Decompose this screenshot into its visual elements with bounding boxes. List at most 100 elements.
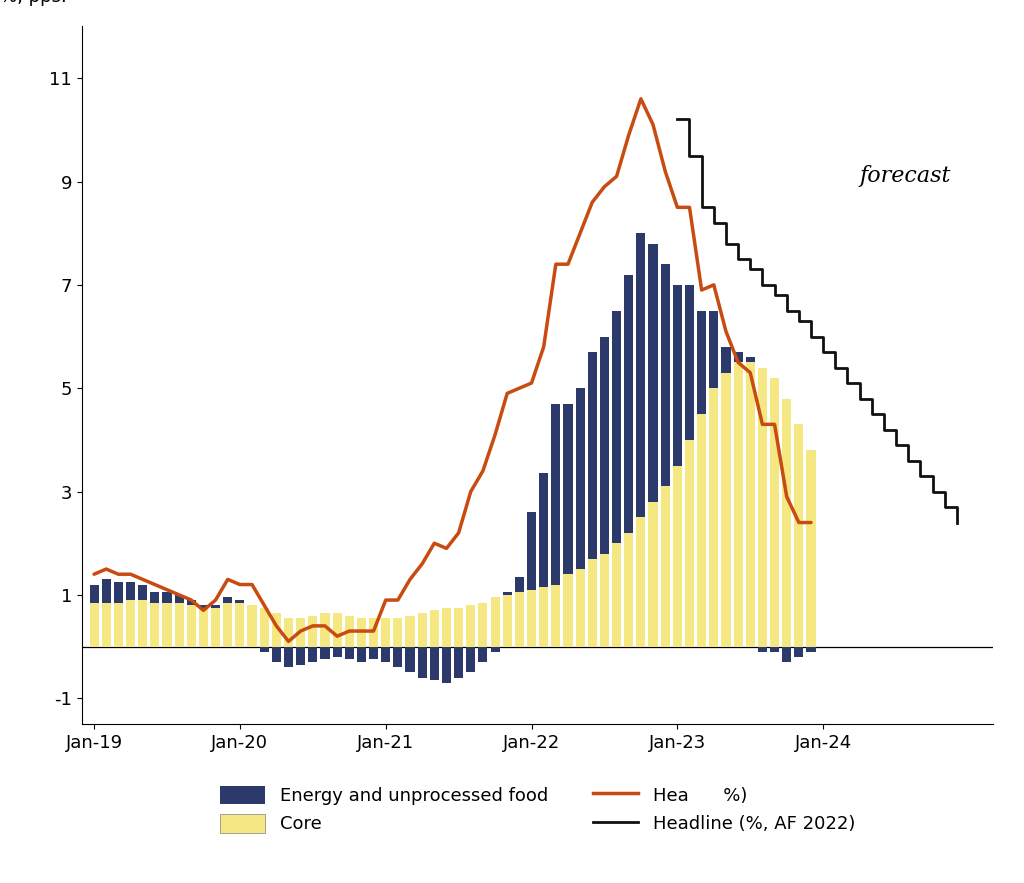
Bar: [126, 582, 135, 600]
Bar: [101, 579, 111, 602]
Bar: [673, 285, 682, 465]
Bar: [223, 602, 232, 646]
Bar: [236, 600, 245, 602]
Bar: [527, 590, 537, 646]
Bar: [381, 646, 390, 662]
Bar: [89, 585, 98, 602]
Bar: [151, 602, 160, 646]
Bar: [333, 613, 342, 646]
Bar: [199, 608, 208, 646]
Bar: [393, 646, 402, 668]
Bar: [406, 646, 415, 672]
Legend: Energy and unprocessed food, Core, Hea      %), Headline (%, AF 2022): Energy and unprocessed food, Core, Hea %…: [213, 779, 862, 841]
Bar: [321, 646, 330, 660]
Bar: [454, 608, 463, 646]
Bar: [296, 646, 305, 665]
Bar: [393, 618, 402, 646]
Bar: [151, 592, 160, 602]
Bar: [478, 646, 487, 662]
Bar: [782, 398, 792, 646]
Bar: [236, 602, 245, 646]
Bar: [271, 613, 281, 646]
Bar: [795, 646, 804, 657]
Bar: [697, 414, 707, 646]
Bar: [648, 502, 657, 646]
Bar: [163, 592, 172, 602]
Bar: [345, 646, 354, 660]
Text: forecast: forecast: [859, 164, 951, 186]
Bar: [271, 646, 281, 662]
Bar: [733, 352, 742, 362]
Bar: [223, 598, 232, 602]
Bar: [356, 618, 366, 646]
Bar: [758, 367, 767, 646]
Bar: [248, 605, 257, 646]
Text: %, pps.: %, pps.: [0, 0, 67, 5]
Bar: [685, 440, 694, 646]
Bar: [114, 582, 123, 602]
Bar: [527, 512, 537, 590]
Bar: [466, 646, 475, 672]
Bar: [625, 275, 633, 532]
Bar: [770, 646, 779, 652]
Bar: [126, 600, 135, 646]
Bar: [795, 425, 804, 646]
Bar: [211, 605, 220, 608]
Bar: [308, 646, 317, 662]
Bar: [685, 285, 694, 440]
Bar: [89, 602, 98, 646]
Bar: [745, 358, 755, 362]
Bar: [369, 646, 378, 660]
Bar: [284, 618, 293, 646]
Bar: [600, 336, 609, 554]
Bar: [721, 347, 730, 373]
Bar: [539, 473, 548, 587]
Bar: [114, 602, 123, 646]
Bar: [758, 646, 767, 652]
Bar: [163, 602, 172, 646]
Bar: [174, 602, 183, 646]
Bar: [648, 244, 657, 502]
Bar: [442, 608, 451, 646]
Bar: [260, 646, 268, 652]
Bar: [515, 577, 524, 592]
Bar: [211, 608, 220, 646]
Bar: [260, 608, 268, 646]
Bar: [345, 615, 354, 646]
Bar: [284, 646, 293, 668]
Bar: [490, 598, 500, 646]
Bar: [466, 605, 475, 646]
Bar: [673, 465, 682, 646]
Bar: [588, 559, 597, 646]
Bar: [697, 311, 707, 414]
Bar: [733, 362, 742, 646]
Bar: [430, 610, 439, 646]
Bar: [174, 595, 183, 602]
Bar: [710, 389, 719, 646]
Bar: [782, 646, 792, 662]
Bar: [138, 585, 147, 600]
Bar: [321, 613, 330, 646]
Bar: [636, 233, 645, 517]
Bar: [490, 646, 500, 652]
Bar: [710, 311, 719, 389]
Bar: [199, 605, 208, 608]
Bar: [430, 646, 439, 680]
Bar: [406, 615, 415, 646]
Bar: [539, 587, 548, 646]
Bar: [721, 373, 730, 646]
Bar: [454, 646, 463, 677]
Bar: [333, 646, 342, 657]
Bar: [308, 615, 317, 646]
Bar: [515, 592, 524, 646]
Bar: [442, 646, 451, 683]
Bar: [418, 646, 427, 677]
Bar: [503, 595, 512, 646]
Bar: [101, 602, 111, 646]
Bar: [356, 646, 366, 662]
Bar: [296, 618, 305, 646]
Bar: [600, 554, 609, 646]
Bar: [563, 404, 572, 574]
Bar: [612, 543, 622, 646]
Bar: [551, 585, 560, 646]
